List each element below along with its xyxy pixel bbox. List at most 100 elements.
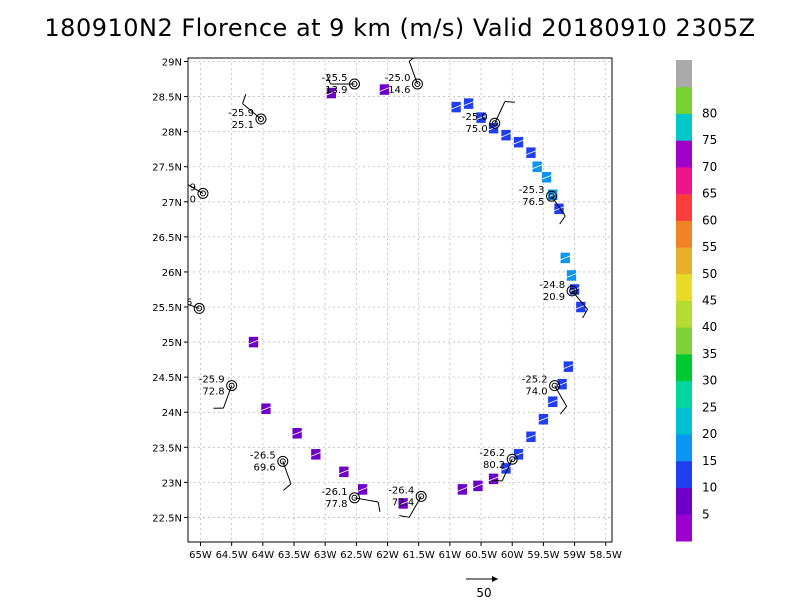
colorbar-segment [676, 487, 692, 515]
wind-vector [488, 476, 499, 482]
reference-vector-head [492, 576, 498, 582]
wind-barb-shaft [282, 461, 292, 485]
wind-vector [513, 139, 524, 145]
colorbar-segment [676, 353, 692, 382]
station-temperature: -26.1 [322, 487, 348, 498]
dropsonde-station: -25.075.0 [462, 100, 515, 135]
wind-barb-flag [559, 406, 568, 415]
wind-barb-shaft [494, 101, 506, 124]
y-tick-label: 28.5N [152, 93, 182, 104]
wind-barb-shaft [242, 103, 262, 120]
wind-barb-shaft [551, 195, 566, 217]
dropsonde-station: -26.569.6 [250, 450, 292, 491]
plot-frame [187, 57, 613, 543]
wind-vector [457, 487, 468, 492]
wind-barb-flag [504, 100, 515, 103]
station-wind-speed: 77.8 [325, 499, 347, 510]
station-marker-inner [509, 456, 516, 463]
colorbar-label: 20 [702, 427, 717, 441]
colorbar-segment [676, 514, 692, 542]
wind-barb-flag [582, 309, 588, 319]
colorbar-label: 50 [702, 267, 717, 281]
station-temperature: -25.9 [170, 182, 196, 193]
wind-vector [291, 430, 303, 436]
x-tick-label: 58.5W [590, 550, 622, 561]
wind-barb-shaft [188, 184, 204, 194]
dropsonde-station: -25.972.8 [199, 375, 238, 409]
station-temperature: -25.5 [322, 73, 348, 84]
y-tick-label: 29N [162, 58, 182, 69]
colorbar-label: 15 [702, 454, 717, 468]
dropsonde-station: -25.925.1 [228, 93, 267, 131]
station-marker-inner [548, 193, 555, 200]
x-tick-label: 59W [563, 550, 586, 561]
station-marker [277, 455, 289, 467]
wind-vector [463, 101, 474, 106]
colorbar-label: 75 [702, 133, 717, 147]
colorbar-label: 30 [702, 374, 717, 388]
colorbar-segment [676, 407, 692, 435]
chart-title: 180910N2 Florence at 9 km (m/s) Valid 20… [44, 14, 756, 42]
station-marker-inner [491, 120, 498, 127]
y-tick-label: 27.5N [152, 163, 182, 174]
x-tick-label: 64.5W [216, 550, 248, 561]
colorbar-segment [676, 140, 692, 168]
colorbar-segment [676, 300, 692, 328]
station-marker [506, 453, 518, 465]
station-wind-speed: 20.9 [543, 292, 565, 303]
wind-vector [397, 501, 409, 506]
y-tick-label: 25N [162, 338, 182, 349]
wind-barb-shaft [408, 61, 418, 85]
x-tick-label: 61.5W [403, 550, 435, 561]
station-temperature: -25.9 [228, 108, 254, 119]
x-tick-label: 63.5W [278, 550, 310, 561]
x-tick-label: 59.5W [527, 550, 559, 561]
wind-vector [532, 164, 543, 170]
y-tick-label: 24N [162, 408, 182, 419]
dropsonde-station: -26.177.8 [322, 487, 381, 512]
station-wind-speed: 76.5 [522, 197, 544, 208]
station-marker-inner [257, 116, 264, 123]
wind-vector [560, 255, 571, 261]
wind-vector [472, 483, 484, 489]
station-wind-speed: 25.1 [232, 120, 254, 131]
x-tick-label: 65W [189, 550, 212, 561]
wind-barb-flag [492, 479, 503, 482]
y-tick-label: 26N [162, 268, 182, 279]
wind-vector [357, 487, 368, 492]
colorbar-segment [676, 60, 692, 88]
colorbar-segment [676, 193, 692, 221]
y-tick-label: 24.5N [152, 373, 182, 384]
station-marker-inner [199, 190, 206, 197]
station-wind-speed: 14.6 [388, 85, 410, 96]
station-marker [489, 117, 501, 129]
colorbar-segment [676, 460, 692, 489]
station-marker [549, 380, 561, 392]
station-temperature: -25.0 [462, 112, 488, 123]
dropsonde-station: -25.970.0 [170, 172, 209, 205]
wind-barb-flag [182, 172, 184, 182]
station-marker [193, 302, 205, 314]
dropsonde-station: -25.376.5 [519, 185, 566, 225]
wind-barb-flag [326, 74, 331, 85]
wind-barb-flag [399, 515, 410, 518]
y-tick-label: 26.5N [152, 233, 182, 244]
colorbar-label: 45 [702, 294, 717, 308]
wind-vector [450, 104, 462, 110]
dropsonde-station: -26.472.4 [388, 485, 427, 518]
colorbar-segment [676, 434, 692, 462]
wind-vector [310, 451, 321, 457]
dropsonde-station: -25.274.0 [522, 375, 568, 415]
wind-vector [547, 399, 558, 405]
wind-barb-shaft [222, 385, 233, 409]
colorbar-label: 25 [702, 400, 717, 414]
station-marker-inner [414, 80, 421, 87]
dropsonde-station: -25.513.9 [322, 73, 360, 96]
colorbar-label: 5 [702, 507, 710, 521]
station-marker-inner [196, 305, 203, 312]
wind-vector [563, 364, 574, 370]
station-wind-speed: 72.4 [392, 497, 414, 508]
wind-vector [338, 469, 350, 475]
station-marker-inner [228, 382, 235, 389]
